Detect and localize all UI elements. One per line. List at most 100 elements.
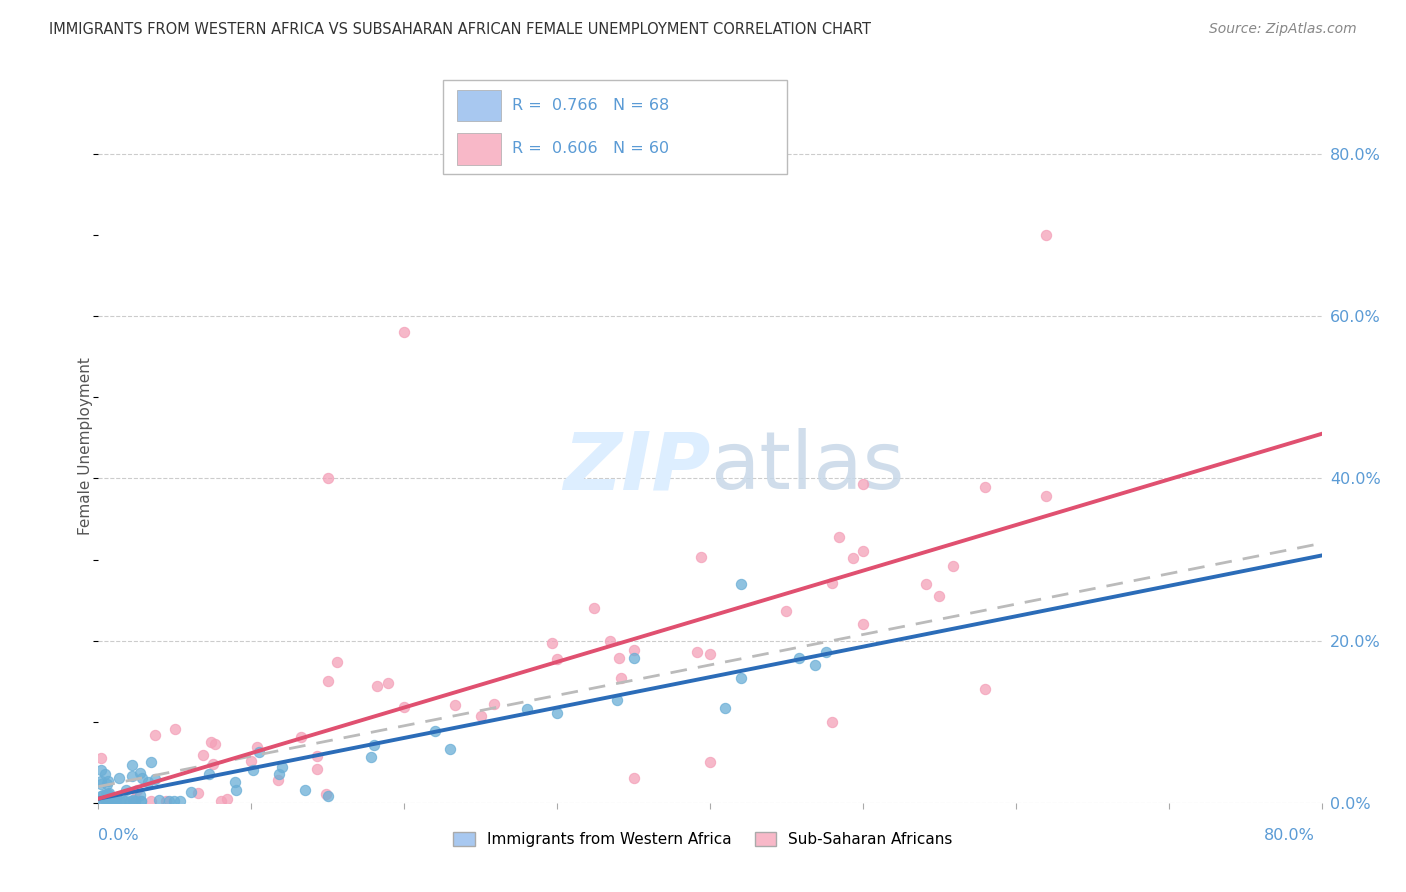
Point [326, 655, 349, 669]
Point [240, 755, 263, 769]
Point [266, 773, 288, 788]
Point [90, 777, 112, 791]
Point [180, 785, 202, 799]
Point [787, 651, 810, 665]
Point [193, 747, 215, 762]
Point [93, 794, 115, 808]
Point [974, 480, 997, 494]
Text: 0.0%: 0.0% [98, 828, 139, 843]
Legend: Immigrants from Western Africa, Sub-Saharan Africans: Immigrants from Western Africa, Sub-Saha… [447, 825, 959, 853]
Point [91, 788, 114, 802]
Point [366, 679, 388, 693]
Point [623, 651, 645, 665]
Point [423, 723, 446, 738]
Y-axis label: Female Unemployment: Female Unemployment [77, 357, 93, 535]
Point [157, 794, 180, 808]
Point [974, 682, 997, 697]
Point [129, 794, 152, 808]
Point [163, 794, 186, 808]
Point [215, 791, 238, 805]
Point [148, 793, 170, 807]
Point [852, 544, 875, 558]
Point [209, 794, 232, 808]
Point [104, 794, 127, 808]
Point [96, 794, 118, 808]
Point [294, 783, 316, 797]
Point [828, 530, 851, 544]
Point [169, 794, 191, 808]
Point [623, 643, 645, 657]
Point [197, 767, 219, 781]
Point [270, 760, 294, 774]
Point [121, 758, 143, 772]
Point [699, 756, 721, 770]
Point [316, 789, 339, 803]
Point [546, 706, 568, 720]
Point [90, 764, 112, 778]
Text: ZIP: ZIP [562, 428, 710, 507]
Point [96, 777, 118, 791]
Point [90, 793, 112, 807]
Point [112, 794, 135, 808]
Point [915, 577, 938, 591]
Point [143, 772, 166, 787]
Point [121, 769, 143, 783]
Text: 80.0%: 80.0% [1264, 828, 1315, 843]
Point [599, 633, 621, 648]
Point [804, 658, 827, 673]
Point [97, 794, 120, 808]
Point [242, 763, 264, 777]
Point [315, 787, 337, 801]
Point [125, 782, 148, 797]
Point [97, 787, 120, 801]
Point [108, 794, 131, 808]
Point [131, 794, 153, 808]
Point [202, 756, 225, 771]
Point [143, 728, 166, 742]
Point [121, 793, 143, 807]
Point [90, 789, 112, 803]
FancyBboxPatch shape [457, 133, 502, 164]
Point [623, 772, 645, 786]
Point [267, 767, 290, 781]
Point [155, 794, 177, 808]
Point [128, 789, 150, 803]
Point [290, 730, 312, 744]
Point [101, 794, 124, 808]
Point [1035, 228, 1057, 243]
Point [363, 738, 385, 752]
Point [94, 767, 117, 781]
Point [307, 762, 329, 776]
Point [104, 794, 127, 808]
Point [305, 748, 328, 763]
Point [730, 577, 752, 591]
Point [131, 771, 153, 785]
Point [108, 772, 131, 786]
Point [607, 651, 630, 665]
Point [540, 636, 562, 650]
Point [118, 794, 141, 808]
Point [204, 737, 226, 751]
Point [821, 576, 844, 591]
Point [546, 652, 568, 666]
Point [115, 783, 138, 797]
Point [129, 766, 152, 780]
Point [377, 676, 399, 690]
Text: R =  0.766   N = 68: R = 0.766 N = 68 [512, 98, 669, 113]
Point [821, 714, 844, 729]
Point [124, 794, 146, 808]
Point [775, 604, 797, 618]
Text: atlas: atlas [710, 428, 904, 507]
Point [852, 617, 875, 632]
Point [689, 550, 711, 565]
Point [942, 559, 965, 574]
Point [392, 326, 416, 340]
Point [392, 699, 416, 714]
Point [139, 794, 162, 808]
Point [224, 774, 246, 789]
Point [316, 471, 339, 485]
Point [246, 739, 269, 754]
Point [124, 794, 146, 808]
Point [316, 673, 339, 688]
Point [583, 600, 606, 615]
